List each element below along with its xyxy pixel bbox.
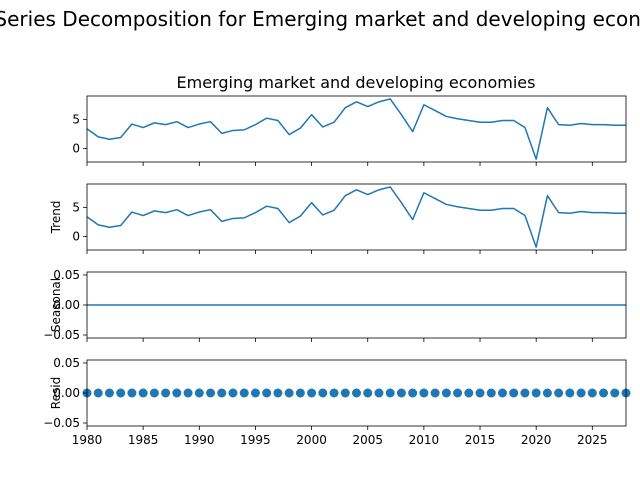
trend-ylabel: Trend <box>49 201 63 235</box>
resid-point <box>486 388 496 398</box>
resid-point <box>295 388 305 398</box>
seasonal-ytick-label: 0.05 <box>53 268 80 282</box>
resid-point <box>161 388 171 398</box>
resid-xtick-label: 1995 <box>240 433 271 447</box>
resid-point <box>194 388 204 398</box>
resid-point <box>542 388 552 398</box>
resid-xtick-label: 2005 <box>352 433 383 447</box>
observed-panel: 05 <box>72 95 627 166</box>
resid-xtick-label: 2015 <box>465 433 496 447</box>
resid-point <box>307 388 317 398</box>
resid-point <box>93 388 103 398</box>
resid-point <box>520 388 530 398</box>
resid-point <box>183 388 193 398</box>
resid-point <box>340 388 350 398</box>
resid-xtick-label: 2000 <box>296 433 327 447</box>
resid-point <box>408 388 418 398</box>
trend-series-line <box>86 186 626 248</box>
resid-point <box>565 388 575 398</box>
observed-axes-frame <box>86 95 627 163</box>
resid-ytick-label: 0.05 <box>53 356 80 370</box>
resid-point <box>509 388 519 398</box>
resid-point <box>284 388 294 398</box>
resid-xtick-label: 2010 <box>409 433 440 447</box>
resid-xtick-label: 1985 <box>128 433 159 447</box>
trend-axes-frame <box>86 183 627 251</box>
seasonal-ytick-label: 0.00 <box>53 298 80 312</box>
resid-xtick-label: 1980 <box>72 433 103 447</box>
resid-point <box>475 388 485 398</box>
panels: 0505Trend−0.050.000.05Seasonal−0.050.000… <box>43 95 631 447</box>
resid-point <box>206 388 216 398</box>
resid-point <box>104 388 114 398</box>
resid-point <box>430 388 440 398</box>
resid-point <box>396 388 406 398</box>
resid-point <box>554 388 564 398</box>
observed-series-line <box>86 98 626 160</box>
observed-ytick-label: 5 <box>72 112 80 126</box>
resid-point <box>352 388 361 398</box>
resid-point <box>116 388 126 398</box>
resid-point <box>576 388 586 398</box>
resid-point <box>587 388 597 398</box>
resid-point <box>497 388 507 398</box>
resid-xtick-label: 1990 <box>184 433 215 447</box>
trend-ytick-label: 5 <box>72 200 80 214</box>
resid-point <box>172 388 182 398</box>
resid-point <box>610 388 620 398</box>
resid-point <box>453 388 463 398</box>
resid-ytick-label: −0.05 <box>43 416 80 430</box>
trend-panel: 0 5 Trend <box>49 183 627 254</box>
resid-xtick-label: 2025 <box>577 433 608 447</box>
resid-xtick-label: 2020 <box>521 433 552 447</box>
resid-point <box>228 388 238 398</box>
panel-title: Emerging market and developing economies <box>177 73 536 92</box>
observed-ytick-label: 0 <box>72 142 80 156</box>
resid-panel: −0.05 0.00 0.05 1980 1985 1990 1995 2000 2005 201… <box>43 356 631 447</box>
resid-point <box>127 388 137 398</box>
resid-point <box>138 388 148 398</box>
figure-suptitle: Time Series Decomposition for Emerging m… <box>0 7 640 31</box>
resid-point <box>363 388 373 398</box>
resid-point <box>419 388 429 398</box>
resid-ytick-label: 0.00 <box>53 386 80 400</box>
resid-point <box>441 388 451 398</box>
resid-point <box>464 388 474 398</box>
resid-point <box>329 388 339 398</box>
resid-point <box>217 388 227 398</box>
resid-point <box>149 388 159 398</box>
seasonal-ylabel: Seasonal <box>49 278 63 332</box>
resid-point <box>273 388 283 398</box>
resid-point <box>262 388 272 398</box>
resid-point <box>318 388 328 398</box>
resid-point <box>374 388 384 398</box>
resid-point <box>385 388 395 398</box>
resid-ylabel: Resid <box>49 377 63 409</box>
seasonal-ytick-label: −0.05 <box>43 328 80 342</box>
resid-point <box>250 388 260 398</box>
resid-point <box>239 388 249 398</box>
resid-point <box>599 388 609 398</box>
resid-point <box>531 388 541 398</box>
trend-ytick-label: 0 <box>72 230 80 244</box>
